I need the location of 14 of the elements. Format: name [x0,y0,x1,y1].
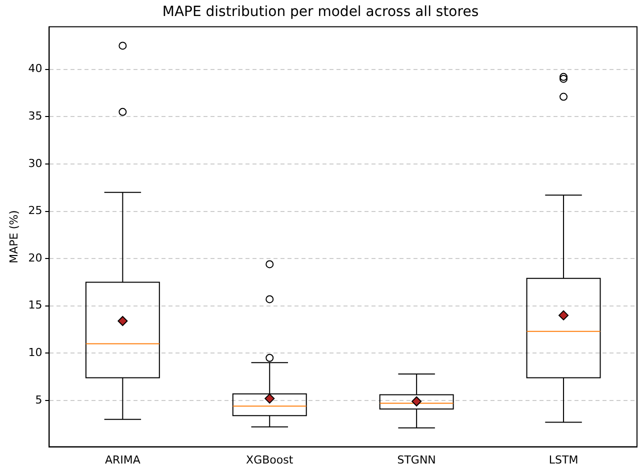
x-tick-label: STGNN [397,453,436,466]
x-tick-label: XGBoost [246,453,294,466]
y-tick-label: 35 [28,110,42,123]
y-tick-label: 5 [35,393,42,406]
y-tick-label: 10 [28,346,42,360]
x-tick-label: ARIMA [104,453,141,466]
chart-title: MAPE distribution per model across all stores [162,4,479,20]
y-tick-label: 15 [28,298,42,312]
y-tick-label: 25 [28,204,42,218]
y-tick-label: 20 [28,251,42,264]
y-tick-label: 30 [28,156,42,170]
x-tick-label: LSTM [548,453,578,466]
y-tick-label: 40 [28,62,42,76]
y-axis-title: MAPE (%) [7,210,20,264]
